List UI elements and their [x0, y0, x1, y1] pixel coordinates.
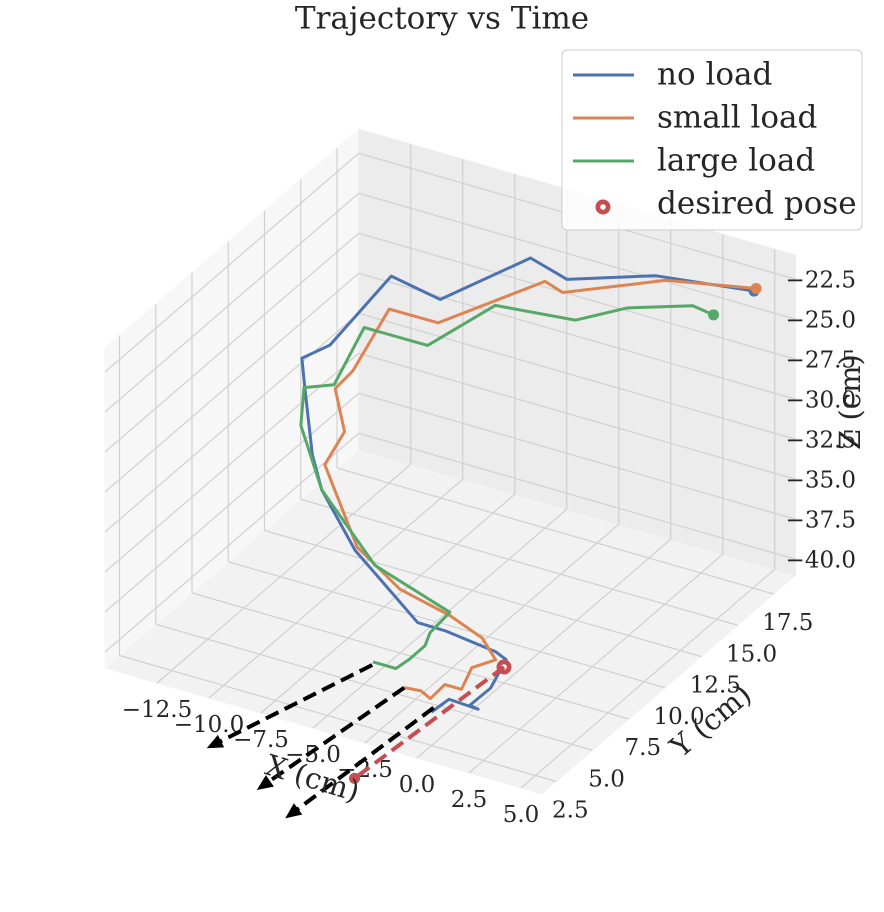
z-tick-label: −22.5	[786, 267, 856, 293]
grid-line	[104, 152, 360, 373]
grid-line	[104, 312, 360, 533]
x-tick-label: 2.5	[451, 787, 488, 813]
arrow-head	[285, 803, 303, 819]
orientation-arrow	[288, 706, 435, 817]
z-axis-label: Z (cm)	[833, 354, 867, 450]
start-marker	[750, 282, 762, 294]
grid-line	[155, 623, 593, 751]
tick-labels: −12.5−10.0−7.5−5.0−2.50.02.55.02.55.07.5…	[122, 267, 856, 828]
trajectory-line	[299, 303, 715, 670]
z-tick-label: −27.5	[786, 347, 856, 373]
plot-area	[206, 256, 762, 819]
back-pane	[358, 128, 797, 576]
grid-line	[104, 192, 360, 413]
orientation-arrow	[211, 663, 374, 748]
x-tick-label: −12.5	[122, 697, 192, 723]
x-tick-label: −7.5	[233, 727, 289, 753]
z-tick-label: −40.0	[786, 547, 856, 573]
grid-line	[416, 538, 672, 759]
start-marker	[708, 309, 720, 321]
grid-line	[104, 272, 360, 493]
grid-line	[156, 463, 412, 684]
arrow-head	[256, 775, 274, 791]
grid-line	[358, 192, 796, 320]
legend-label: desired pose	[657, 186, 857, 222]
y-tick-label: 2.5	[552, 798, 589, 824]
grid-line	[468, 553, 724, 774]
grid-line	[208, 478, 464, 699]
y-tick-label: 7.5	[625, 735, 662, 761]
arrow-head	[206, 734, 225, 749]
grid-line	[260, 493, 516, 714]
grid-line	[336, 467, 774, 595]
grid-line	[119, 654, 557, 783]
grid-line	[520, 568, 776, 789]
y-tick-label: 5.0	[588, 766, 625, 792]
legend-label: no load	[657, 57, 772, 93]
y-tick-label: 17.5	[762, 610, 813, 636]
z-tick-label: −35.0	[786, 467, 856, 493]
panes	[103, 128, 797, 795]
chart-title: Trajectory vs Time	[295, 1, 589, 37]
grid-line	[358, 352, 796, 480]
grid-line	[104, 392, 360, 613]
legend-swatch-center	[600, 204, 606, 210]
y-tick-label: 10.0	[653, 704, 704, 730]
grid-line	[358, 432, 796, 560]
grid-line	[358, 232, 796, 360]
legend-label: small load	[657, 100, 817, 136]
legend-frame	[561, 49, 863, 231]
grid-line	[300, 498, 738, 626]
grid-line	[358, 312, 796, 440]
z-tick-label: −25.0	[786, 307, 856, 333]
grid-line	[104, 352, 360, 573]
z-tick-label: −30.0	[786, 387, 856, 413]
z-tick-label: −32.5	[786, 427, 856, 453]
grid-line	[312, 508, 568, 729]
orientation-arrow	[260, 685, 406, 789]
grid-line	[364, 523, 620, 744]
x-tick-label: 0.0	[399, 772, 436, 798]
grid-line	[191, 592, 629, 720]
y-tick-label: 15.0	[726, 641, 777, 667]
y-tick-label: 12.5	[690, 673, 741, 699]
orientation-arrow	[353, 665, 506, 780]
trajectory-line	[323, 278, 757, 701]
legend: no load small load large load desired pose	[561, 49, 863, 231]
grid-line	[228, 561, 666, 689]
legend-label: large load	[657, 143, 815, 179]
x-tick-label: 5.0	[503, 802, 540, 828]
grid-line	[358, 392, 796, 520]
grid-line	[264, 529, 702, 658]
grid-line	[104, 232, 360, 453]
arrow-head	[349, 772, 361, 784]
z-tick-label: −37.5	[786, 507, 856, 533]
